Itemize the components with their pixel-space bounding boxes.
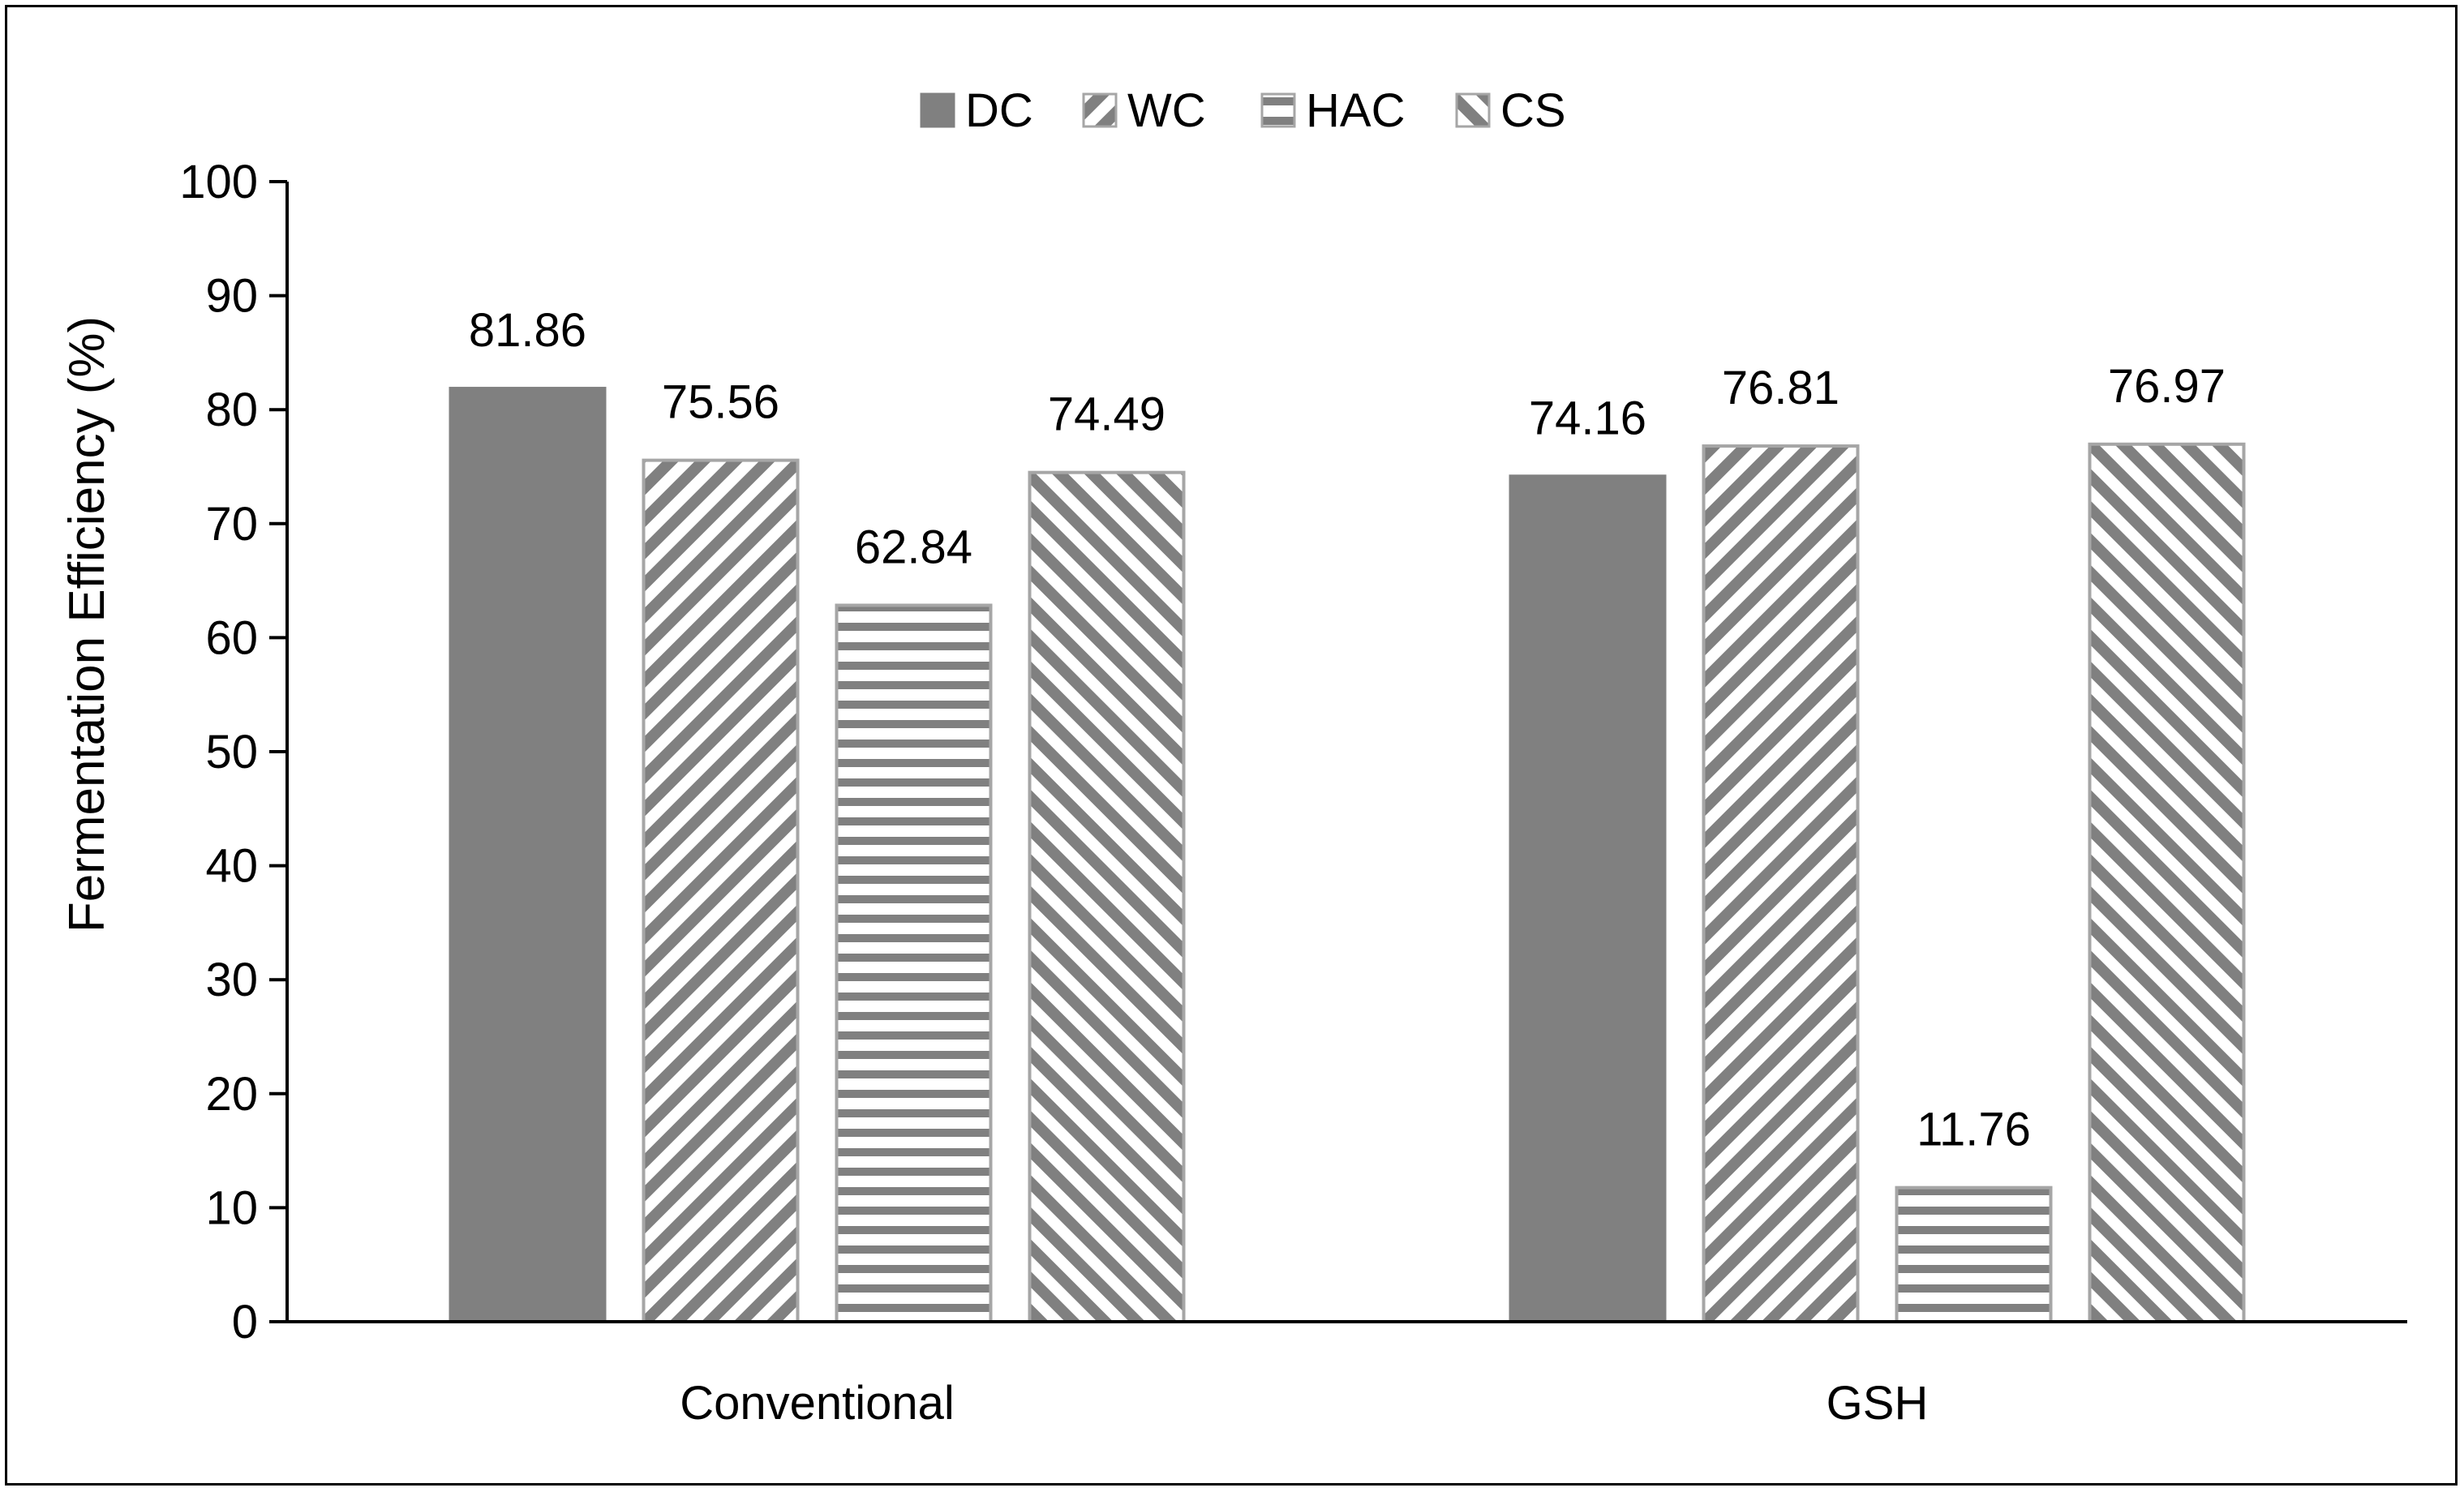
category-label-conventional: Conventional <box>680 1377 955 1430</box>
legend-label-hac: HAC <box>1306 84 1405 137</box>
y-tick-label: 30 <box>205 954 258 1006</box>
legend-swatch-wc <box>1082 92 1118 128</box>
axes <box>285 182 2407 1323</box>
legend: DC WC HAC CS <box>920 84 1566 137</box>
y-tick-label: 10 <box>205 1181 258 1234</box>
bars <box>449 387 2246 1324</box>
y-tick-label: 50 <box>205 726 258 778</box>
data-label-cs-gsh: 76.97 <box>2108 360 2226 413</box>
data-label-wc-conventional: 75.56 <box>662 376 779 429</box>
y-tick-label: 70 <box>205 498 258 551</box>
y-tick-label: 60 <box>205 611 258 664</box>
data-label-cs-conventional: 74.49 <box>1048 388 1165 441</box>
legend-swatch-cs <box>1455 92 1491 128</box>
bar-wc-conventional <box>642 458 800 1324</box>
bar-dc-gsh <box>1509 474 1667 1323</box>
data-label-hac-conventional: 62.84 <box>855 521 972 573</box>
y-tick-label: 20 <box>205 1068 258 1121</box>
y-tick-label: 80 <box>205 384 258 436</box>
y-axis-ticks: 0 10 20 30 40 50 60 70 80 90 100 <box>179 156 287 1348</box>
bar-wc-gsh <box>1702 444 1860 1323</box>
legend-swatch-dc <box>920 92 955 128</box>
y-tick-label: 0 <box>232 1296 258 1348</box>
y-tick-label: 100 <box>179 156 258 208</box>
bar-cs-gsh <box>2088 442 2246 1324</box>
bar-cs-conventional <box>1028 470 1186 1323</box>
legend-label-wc: WC <box>1127 84 1206 137</box>
bar-hac-gsh <box>1895 1185 2053 1324</box>
category-labels: Conventional GSH <box>680 1377 1928 1430</box>
y-tick-label: 40 <box>205 840 258 893</box>
y-axis-title-group: Fermentation Efficiency (%) <box>59 316 115 932</box>
data-label-dc-conventional: 81.86 <box>469 304 586 357</box>
bar-hac-conventional <box>835 603 993 1323</box>
legend-label-dc: DC <box>965 84 1033 137</box>
y-tick-label: 90 <box>205 270 258 323</box>
legend-label-cs: CS <box>1500 84 1566 137</box>
legend-swatch-hac <box>1260 92 1296 128</box>
data-labels: 81.86 75.56 62.84 74.49 74.16 76.81 11.76 76.97 <box>469 304 2226 1156</box>
data-label-hac-gsh: 11.76 <box>1917 1104 2031 1156</box>
data-label-wc-gsh: 76.81 <box>1722 362 1839 414</box>
data-label-dc-gsh: 74.16 <box>1529 392 1646 444</box>
category-label-gsh: GSH <box>1827 1377 1929 1430</box>
bar-dc-conventional <box>449 387 607 1324</box>
y-axis-title: Fermentation Efficiency (%) <box>59 316 115 932</box>
